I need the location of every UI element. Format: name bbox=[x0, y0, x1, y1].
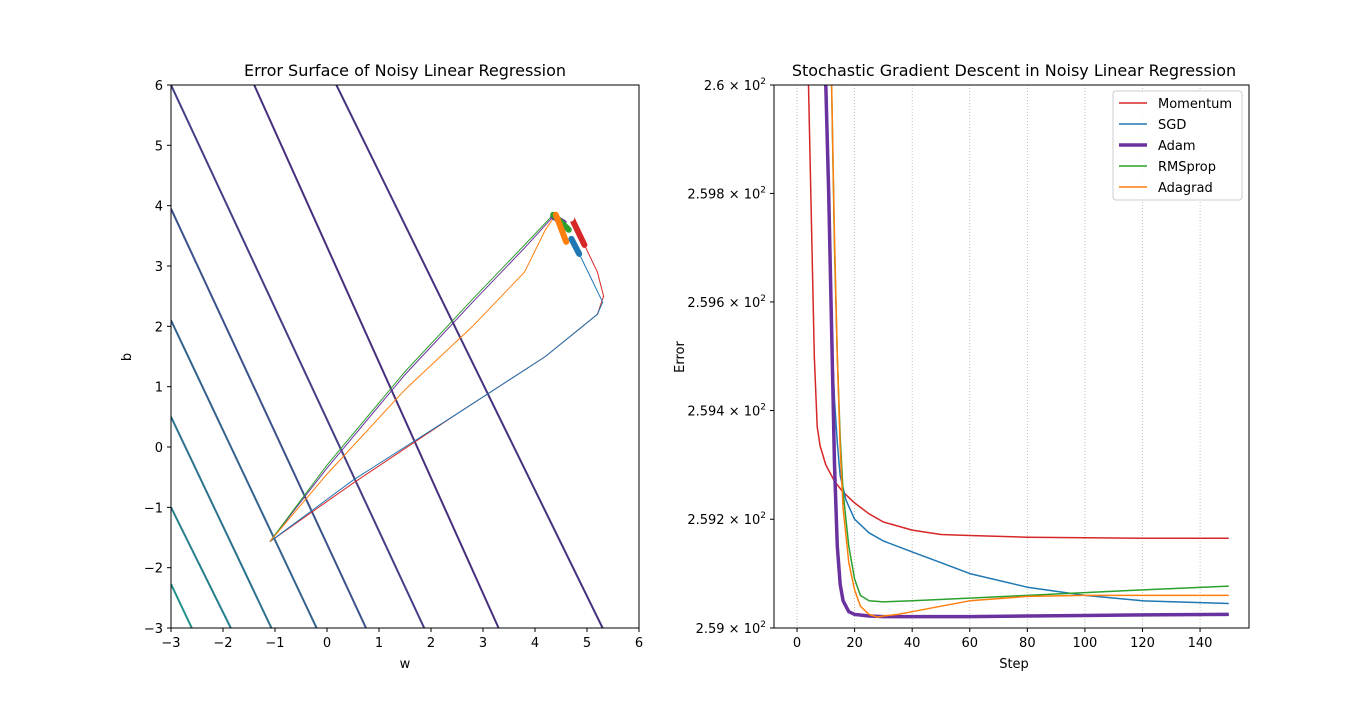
y-tick-label: 2.596 × 102 bbox=[687, 294, 766, 311]
y-tick-label: 0 bbox=[155, 441, 163, 456]
plot-frame bbox=[773, 84, 1250, 629]
trajectory-adagrad bbox=[269, 213, 567, 543]
y-tick-label: −3 bbox=[144, 622, 163, 637]
y-tick-label: 2.592 × 102 bbox=[687, 511, 766, 528]
contour-line-0 bbox=[171, 583, 193, 628]
legend-label: SGD bbox=[1158, 118, 1186, 133]
trajectory-tail-adagrad bbox=[552, 211, 570, 245]
error-line-momentum bbox=[807, 85, 1229, 540]
x-axis-ticks: −3 −2 −1 0 1 2 3 4 5 6 bbox=[161, 628, 643, 651]
y-axis-label: Error bbox=[673, 341, 688, 373]
trajectory-tail-momentum bbox=[568, 214, 588, 248]
y-tick-label: 3 bbox=[155, 260, 163, 275]
contour-line-4 bbox=[171, 208, 367, 628]
y-tick-label: 2.6 × 102 bbox=[704, 77, 766, 94]
x-tick-label: −1 bbox=[265, 636, 284, 651]
error-line-adam bbox=[824, 85, 1229, 619]
trajectory-rmsprop bbox=[269, 213, 570, 542]
y-tick-label: 2.594 × 102 bbox=[687, 403, 766, 420]
y-axis-label: b bbox=[120, 353, 135, 361]
contour-line-2 bbox=[171, 416, 273, 628]
x-tick-label: 100 bbox=[1072, 636, 1097, 651]
x-axis-label: w bbox=[400, 657, 411, 672]
trajectory-momentum bbox=[269, 217, 605, 543]
chart-title: Error Surface of Noisy Linear Regression bbox=[244, 61, 566, 80]
y-tick-label: 2.59 × 102 bbox=[696, 620, 766, 637]
x-tick-label: −2 bbox=[213, 636, 232, 651]
x-tick-label: 80 bbox=[1019, 636, 1036, 651]
y-tick-label: −1 bbox=[144, 501, 163, 516]
x-axis-label: Step bbox=[999, 657, 1029, 672]
legend-label: RMSprop bbox=[1158, 160, 1216, 175]
x-tick-label: 5 bbox=[583, 636, 591, 651]
x-tick-label: 120 bbox=[1130, 636, 1155, 651]
trajectory-sgd bbox=[269, 238, 604, 543]
sgd-error-chart: Stochastic Gradient Descent in Noisy Lin… bbox=[673, 61, 1250, 672]
contour-lines bbox=[171, 85, 604, 628]
x-tick-label: 1 bbox=[375, 636, 383, 651]
legend-label: Adam bbox=[1158, 139, 1196, 154]
x-tick-label: 0 bbox=[793, 636, 801, 651]
x-axis-ticks: 0 20 40 60 80 100 120 140 bbox=[793, 628, 1213, 651]
x-tick-label: 3 bbox=[479, 636, 487, 651]
y-axis-ticks: −3 −2 −1 0 1 2 3 4 5 6 bbox=[144, 79, 171, 637]
start-marker bbox=[566, 213, 575, 222]
legend-label: Adagrad bbox=[1158, 181, 1213, 196]
legend: Momentum SGD Adam RMSprop Adagrad bbox=[1112, 90, 1243, 201]
x-tick-label: 20 bbox=[846, 636, 863, 651]
y-tick-label: 1 bbox=[155, 381, 163, 396]
x-tick-label: 2 bbox=[427, 636, 435, 651]
chart-title: Stochastic Gradient Descent in Noisy Lin… bbox=[792, 61, 1236, 80]
contour-line-6 bbox=[253, 85, 500, 628]
error-lines bbox=[807, 85, 1229, 619]
error-line-adagrad bbox=[830, 85, 1229, 618]
legend-label: Momentum bbox=[1158, 97, 1232, 112]
y-tick-label: 5 bbox=[155, 139, 163, 154]
x-tick-label: −3 bbox=[161, 636, 180, 651]
contour-line-1 bbox=[171, 506, 232, 628]
y-axis-ticks: 2.59 × 102 2.592 × 102 2.594 × 102 2.596 × … bbox=[687, 77, 774, 637]
plot-frame bbox=[170, 84, 640, 629]
contour-line-5 bbox=[171, 85, 426, 628]
trajectory-tail-sgd bbox=[568, 235, 583, 257]
x-tick-label: 140 bbox=[1188, 636, 1213, 651]
x-tick-label: 40 bbox=[904, 636, 921, 651]
error-surface-chart: Error Surface of Noisy Linear Regression… bbox=[120, 61, 643, 672]
x-tick-label: 4 bbox=[531, 636, 539, 651]
legend-box bbox=[1112, 90, 1243, 201]
y-tick-label: 6 bbox=[155, 79, 163, 94]
y-tick-label: 2.598 × 102 bbox=[687, 185, 766, 202]
trajectory-end-markers bbox=[550, 211, 588, 257]
y-tick-label: 4 bbox=[155, 200, 163, 215]
x-tick-label: 0 bbox=[323, 636, 331, 651]
x-tick-label: 6 bbox=[635, 636, 643, 651]
y-tick-label: −2 bbox=[144, 562, 163, 577]
contour-line-3 bbox=[171, 319, 318, 628]
x-tick-label: 60 bbox=[961, 636, 978, 651]
contour-line-7 bbox=[335, 85, 604, 628]
y-tick-label: 2 bbox=[155, 320, 163, 335]
